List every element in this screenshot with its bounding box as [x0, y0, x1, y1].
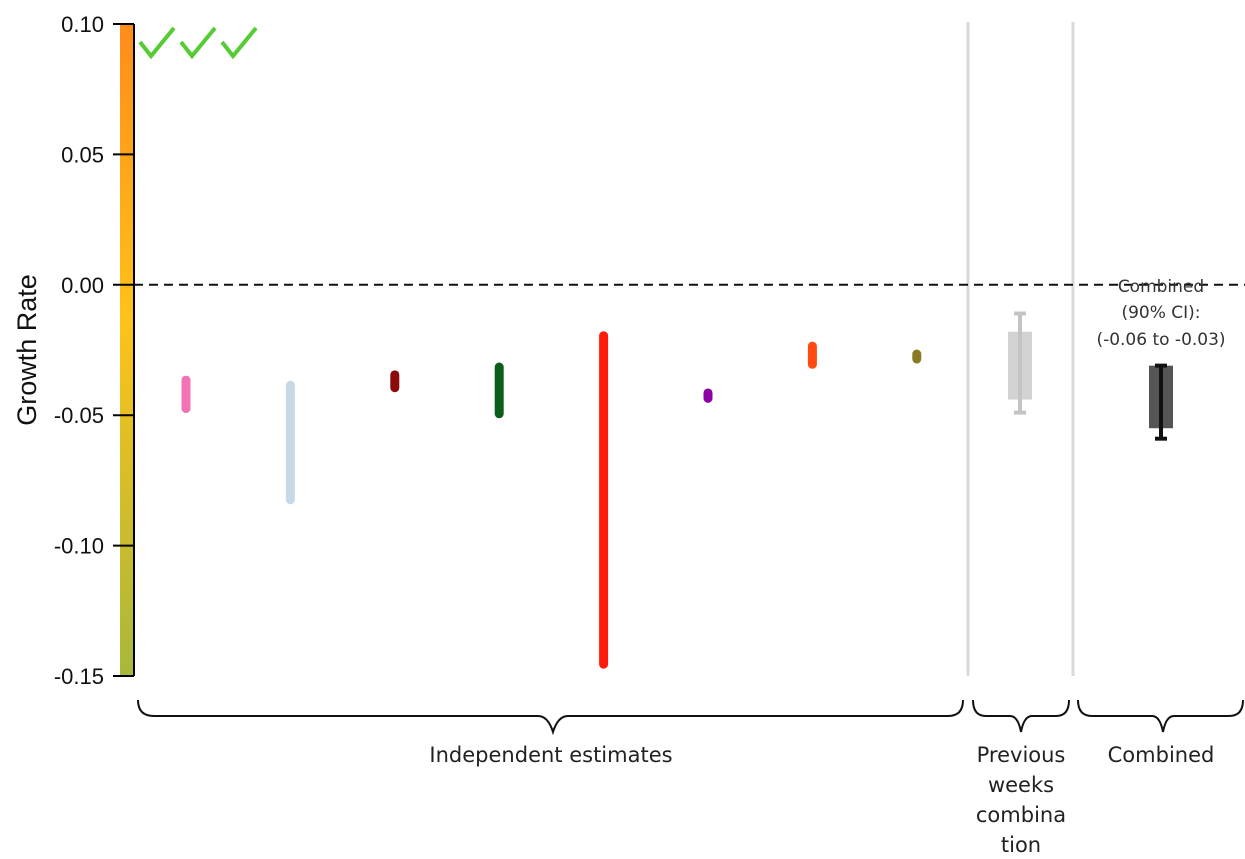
group-label-previous-4: tion: [1001, 833, 1041, 857]
bracket-previous: [972, 699, 1070, 733]
combined-annotation-line1: Combined: [1118, 277, 1204, 297]
y-tick-label: 0.00: [61, 273, 104, 298]
bracket-combined: [1077, 699, 1244, 733]
check-icon: [138, 26, 176, 60]
group-label-combined: Combined: [1108, 743, 1215, 767]
combined-annotation-line2: (90% CI):: [1121, 303, 1200, 323]
group-brackets: [137, 699, 1244, 736]
check-icon: [220, 26, 258, 60]
group-label-previous-1: Previous: [977, 743, 1066, 767]
group-label-previous-2: weeks: [988, 773, 1054, 797]
y-tick-label: 0.10: [61, 12, 104, 37]
group-label-independent: Independent estimates: [429, 743, 672, 767]
y-tick-label: -0.05: [54, 403, 104, 428]
y-axis-label: Growth Rate: [12, 274, 42, 426]
summary-intervals: [1008, 311, 1173, 441]
independent-estimates: [181, 331, 922, 669]
y-ticks: 0.10 0.05 0.00 -0.05 -0.10 -0.15: [54, 12, 134, 689]
check-icon: [179, 26, 217, 60]
y-tick-label: 0.05: [61, 142, 104, 167]
group-label-previous-3: combina: [976, 803, 1066, 827]
y-tick-label: -0.10: [54, 534, 104, 559]
combined-annotation-line3: (-0.06 to -0.03): [1096, 330, 1225, 350]
bracket-independent: [137, 699, 964, 736]
colorbar: [120, 24, 133, 676]
checkmarks: [138, 26, 258, 60]
y-tick-label: -0.15: [54, 664, 104, 689]
